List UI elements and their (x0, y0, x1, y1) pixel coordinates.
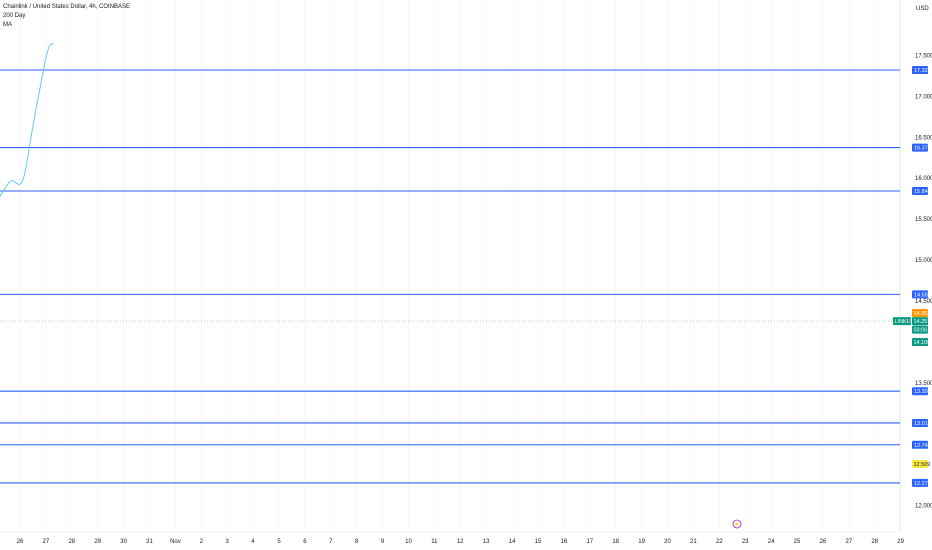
price-tick-label: 16.000 (915, 176, 932, 182)
hline-price-badge (912, 478, 928, 487)
hline-price-badge-text: 13.010 (914, 421, 931, 427)
price-badge-text: LINKUSD (895, 319, 919, 325)
time-tick-label: 9 (381, 539, 385, 545)
time-tick-label: 7 (329, 539, 333, 545)
time-tick-label: 27 (845, 539, 852, 545)
time-tick-label: 14 (509, 539, 516, 545)
time-tick-label: 31 (146, 539, 153, 545)
time-tick-label: 12 (457, 539, 464, 545)
time-axis[interactable]: 26 27 28 29 30 31 Nov 2 3 4 5 6 7 8 9 10 11 12 13 14 15 16 17 1… (17, 539, 905, 545)
indicator-label-200-day[interactable]: 200 Day (3, 13, 26, 19)
price-badge-text: 12.509 (914, 462, 931, 468)
time-tick-label: 8 (355, 539, 359, 545)
price-tick-label: 14.500 (915, 299, 932, 305)
price-badges: 17.322 16.374 15.844 14.581 13.398 13.010 12.7… (893, 66, 932, 487)
hline-price-badge-text: 14.581 (914, 292, 931, 298)
time-tick-label: 23 (742, 539, 749, 545)
time-tick-label: 21 (690, 539, 697, 545)
price-badge (912, 325, 928, 334)
price-badge (912, 309, 928, 318)
projection-path (0, 42, 54, 198)
price-badge (893, 317, 911, 326)
grid-layer (0, 0, 901, 533)
hline-price-badge (912, 440, 928, 449)
hline-price-badge (912, 387, 928, 396)
price-tick-label: 15.000 (915, 258, 932, 264)
time-tick-label: 2 (200, 539, 204, 545)
price-axis[interactable]: 17.500 17.000 16.500 16.000 15.500 15.000 14.5… (915, 53, 932, 509)
price-badge-text: 03:06:45 (914, 328, 932, 334)
event-marker-glyph: ⚡ (734, 521, 740, 528)
hline-price-badge-text: 16.374 (914, 146, 931, 152)
hline-price-badge-text: 12.278 (914, 481, 931, 487)
time-tick-label: 15 (535, 539, 542, 545)
time-tick-label: 30 (120, 539, 127, 545)
chart-legend: Chainlink / United States Dollar, 4h, CO… (3, 3, 130, 30)
symbol-title[interactable]: Chainlink / United States Dollar, 4h, CO… (3, 4, 131, 10)
price-tick-label: 15.500 (915, 217, 932, 223)
hlines-layer (0, 69, 900, 484)
time-tick-label: 28 (871, 539, 878, 545)
currency-label[interactable]: USD (916, 6, 929, 12)
time-tick-label: 19 (638, 539, 645, 545)
hline-price-badge (912, 418, 928, 427)
time-tick-label: 10 (405, 539, 412, 545)
time-tick-label: Nov (170, 539, 181, 545)
price-badge-text: 14.100 (914, 340, 931, 346)
time-tick-label: 5 (277, 539, 281, 545)
time-tick-label: 16 (561, 539, 568, 545)
price-badge-text: 14.353 (914, 311, 931, 317)
time-tick-label: 29 (94, 539, 101, 545)
hline-price-badge (912, 143, 928, 152)
hline-price-badge-text: 13.398 (914, 389, 931, 395)
hline-price-badge (912, 66, 928, 74)
projection-layer (0, 42, 54, 198)
price-tick-label: 17.000 (915, 94, 932, 100)
price-badge-text: 14.257 (914, 319, 931, 325)
time-tick-label: 29 (897, 539, 904, 545)
time-tick-label: 25 (794, 539, 801, 545)
time-tick-label: 13 (483, 539, 490, 545)
event-marker[interactable]: ⚡ (732, 519, 742, 529)
time-tick-label: 26 (17, 539, 24, 545)
price-badge (912, 317, 928, 326)
time-tick-label: 28 (68, 539, 75, 545)
time-tick-label: 3 (226, 539, 230, 545)
price-tick-label: 13.500 (915, 381, 932, 387)
event-marker-icon (732, 519, 742, 529)
hline-price-badge (912, 290, 928, 299)
hline-price-badge-text: 17.322 (914, 68, 931, 74)
time-tick-label: 17 (586, 539, 593, 545)
time-tick-label: 26 (820, 539, 827, 545)
time-tick-label: 6 (303, 539, 307, 545)
time-tick-label: 22 (716, 539, 723, 545)
time-tick-label: 27 (43, 539, 50, 545)
price-tick-label: 12.000 (915, 504, 932, 510)
time-tick-label: 18 (612, 539, 619, 545)
price-tick-label: 16.500 (915, 135, 932, 141)
time-tick-label: 24 (768, 539, 775, 545)
price-badge (912, 337, 928, 346)
price-badge (912, 459, 928, 468)
indicator-label-ma[interactable]: MA (3, 22, 12, 28)
time-tick-label: 20 (664, 539, 671, 545)
time-tick-label: 11 (431, 539, 438, 545)
hline-price-badge-text: 12.744 (914, 443, 931, 449)
hline-price-badge-text: 15.844 (914, 189, 931, 195)
time-tick-label: 4 (251, 539, 255, 545)
price-tick-label: 17.500 (915, 53, 932, 59)
hline-price-badge (912, 186, 928, 195)
